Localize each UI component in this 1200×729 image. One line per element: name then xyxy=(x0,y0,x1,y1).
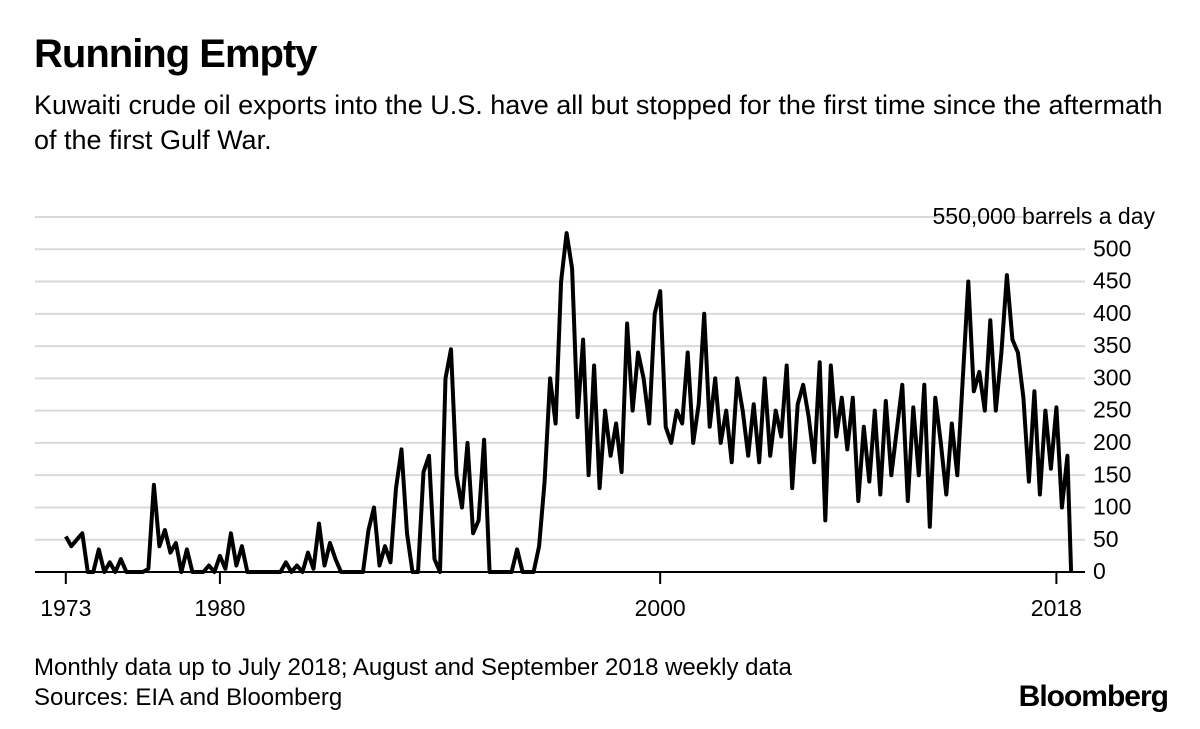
x-tick-label: 1973 xyxy=(40,595,91,621)
y-tick-label: 350 xyxy=(1093,332,1131,358)
y-tick-label: 200 xyxy=(1093,429,1131,455)
y-tick-label: 0 xyxy=(1093,558,1106,584)
chart-title: Running Empty xyxy=(34,32,318,76)
y-tick-label: 400 xyxy=(1093,300,1131,326)
x-tick-label: 2018 xyxy=(1031,595,1082,621)
y-tick-label: 300 xyxy=(1093,364,1131,390)
y-tick-label: 150 xyxy=(1093,461,1131,487)
y-tick-label: 550,000 barrels a day xyxy=(933,203,1156,229)
brand: Bloomberg xyxy=(1018,680,1169,713)
y-tick-label: 450 xyxy=(1093,268,1131,294)
y-tick-label: 50 xyxy=(1093,526,1119,552)
y-tick-label: 500 xyxy=(1093,235,1131,261)
chart-subtitle: Kuwaiti crude oil exports into the U.S. … xyxy=(34,90,1163,155)
source: Sources: EIA and Bloomberg xyxy=(34,684,343,711)
footnote: Monthly data up to July 2018; August and… xyxy=(34,654,792,681)
y-tick-label: 100 xyxy=(1093,494,1131,520)
data-line xyxy=(64,231,1074,574)
x-tick-label: 1980 xyxy=(194,595,245,621)
x-tick-label: 2000 xyxy=(635,595,686,621)
y-tick-label: 250 xyxy=(1093,397,1131,423)
